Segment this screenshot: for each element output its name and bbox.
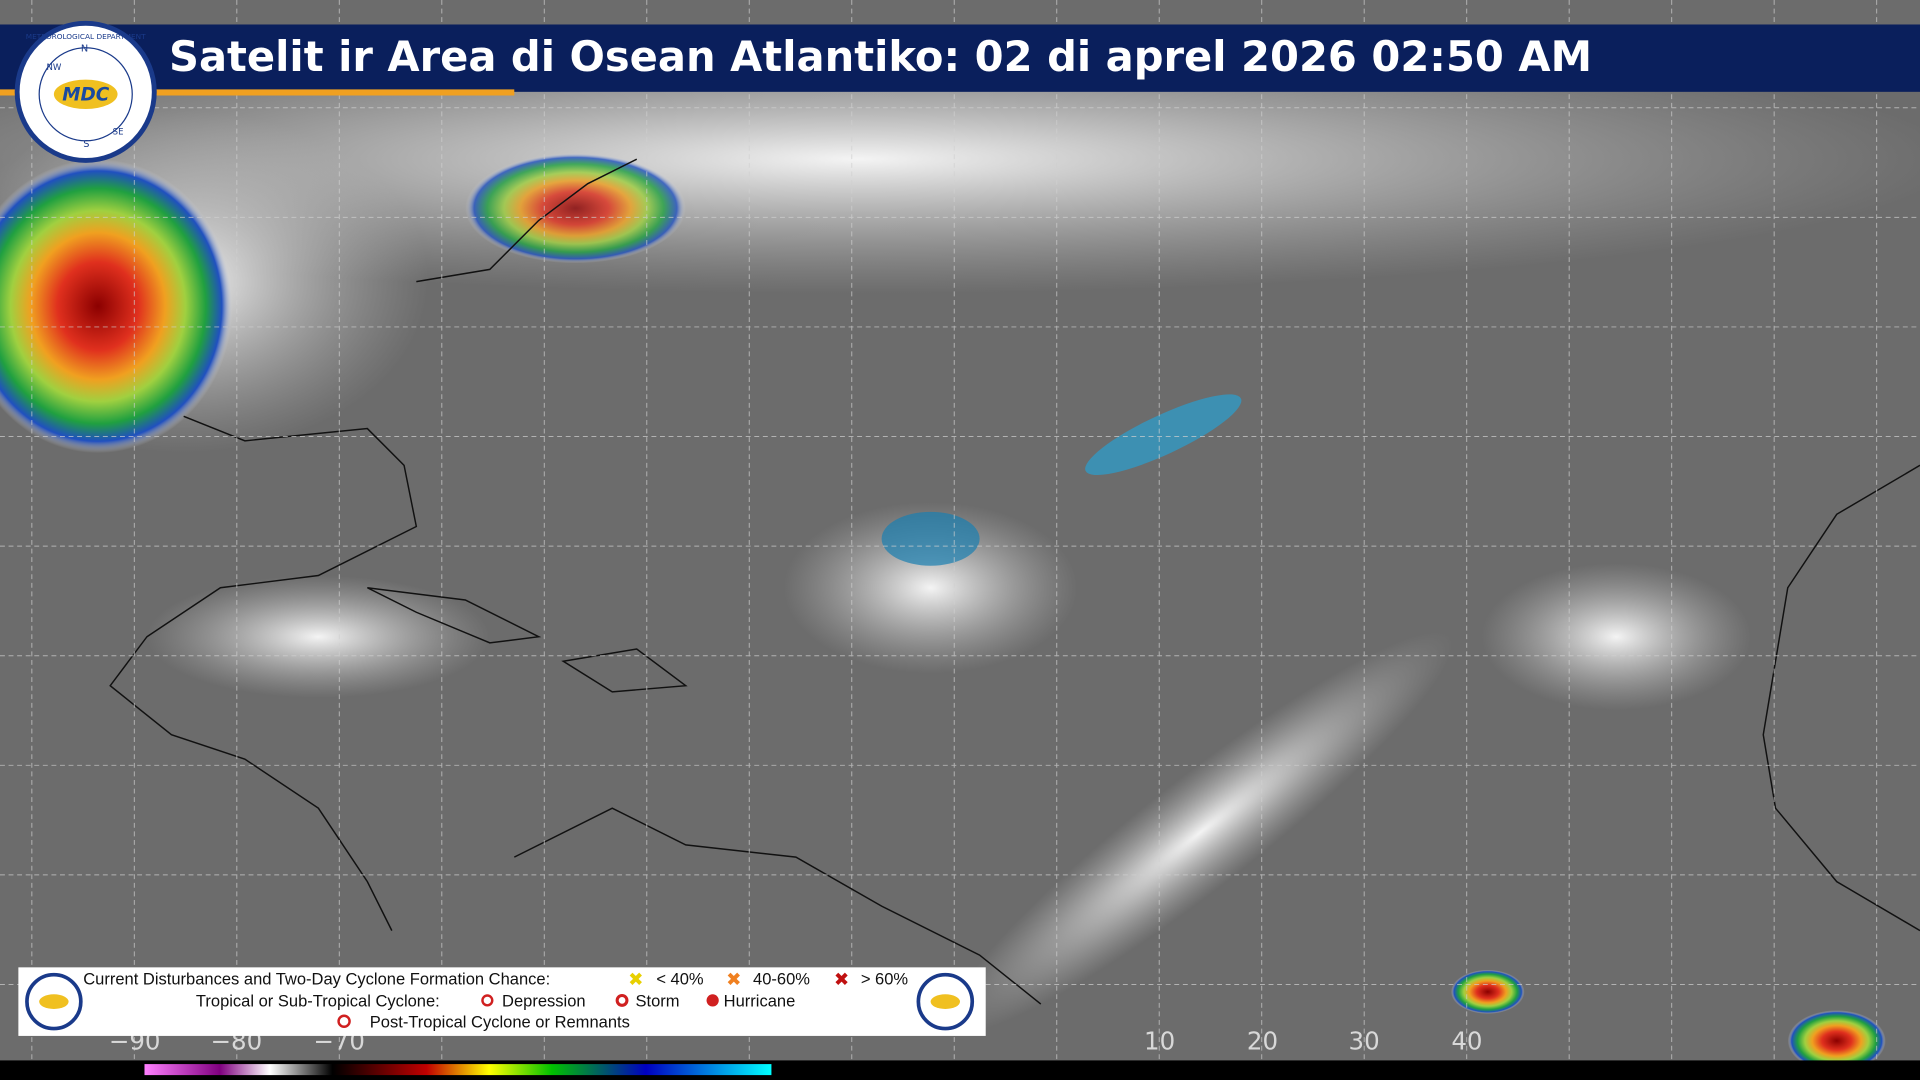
coastline	[416, 158, 638, 283]
coastlines	[109, 158, 1920, 1005]
longitude-label: 40	[1451, 1026, 1482, 1055]
logo: MDC METEOROLOGICAL DEPARTMENT CURAÇAO N …	[14, 20, 157, 163]
storm-cloud	[1085, 394, 1242, 476]
legend-depression: Depression	[502, 992, 586, 1011]
legend-high: > 60%	[861, 969, 909, 988]
legend-hurricane: Hurricane	[724, 992, 796, 1011]
logo-bottom: CURAÇAO	[68, 149, 104, 158]
logo-n: N	[81, 43, 88, 54]
logo-top: METEOROLOGICAL DEPARTMENT	[26, 32, 146, 41]
icon-post-tropical	[337, 1014, 351, 1028]
storm-cloud	[465, 153, 686, 264]
legend: Current Disturbances and Two-Day Cyclone…	[18, 967, 986, 1036]
icon-storm	[615, 993, 629, 1007]
longitude-label: 20	[1247, 1026, 1278, 1055]
coastline	[109, 415, 418, 931]
title-bar	[0, 24, 1920, 92]
icon-depression	[481, 994, 494, 1007]
legend-mid: 40-60%	[753, 969, 810, 988]
storm-cloud	[881, 511, 980, 566]
title-underline	[0, 89, 515, 96]
legend-low: < 40%	[656, 969, 704, 988]
coastline	[367, 587, 542, 644]
legend-storm: Storm	[636, 992, 680, 1011]
coastline	[513, 807, 1042, 1005]
logo-s: S	[83, 139, 89, 150]
coastline	[1762, 464, 1920, 932]
color-scale	[144, 1064, 772, 1076]
legend-line1: Current Disturbances and Two-Day Cyclone…	[83, 969, 550, 988]
storm-cloud	[1451, 969, 1525, 1014]
logo-abbr: MDC	[62, 85, 110, 106]
legend-logo-sun	[930, 994, 960, 1009]
legend-line2: Tropical or Sub-Tropical Cyclone:	[196, 992, 440, 1011]
icon-hurricane	[706, 994, 719, 1007]
icon-high: ✖	[834, 970, 849, 991]
legend-box	[18, 967, 986, 1036]
legend-logo-sun	[39, 994, 69, 1009]
title: Satelit ir Area di Osean Atlantiko: 02 d…	[169, 32, 1592, 81]
coastline	[561, 648, 688, 693]
legend-line3: Post-Tropical Cyclone or Remnants	[370, 1012, 630, 1031]
logo-se: SE	[113, 128, 124, 138]
icon-low: ✖	[628, 970, 643, 991]
cloud	[1481, 563, 1752, 711]
longitude-label: 30	[1349, 1026, 1380, 1055]
storm-cloud	[1787, 1010, 1886, 1072]
cloud	[146, 575, 490, 698]
storm-cloud	[0, 159, 233, 454]
logo-sun	[53, 79, 118, 109]
cloud	[946, 631, 1454, 1034]
cloud	[783, 502, 1078, 674]
logo-nw: NW	[47, 63, 62, 73]
icon-mid: ✖	[726, 970, 741, 991]
longitude-label: 10	[1144, 1026, 1175, 1055]
clouds	[0, 24, 1920, 1072]
